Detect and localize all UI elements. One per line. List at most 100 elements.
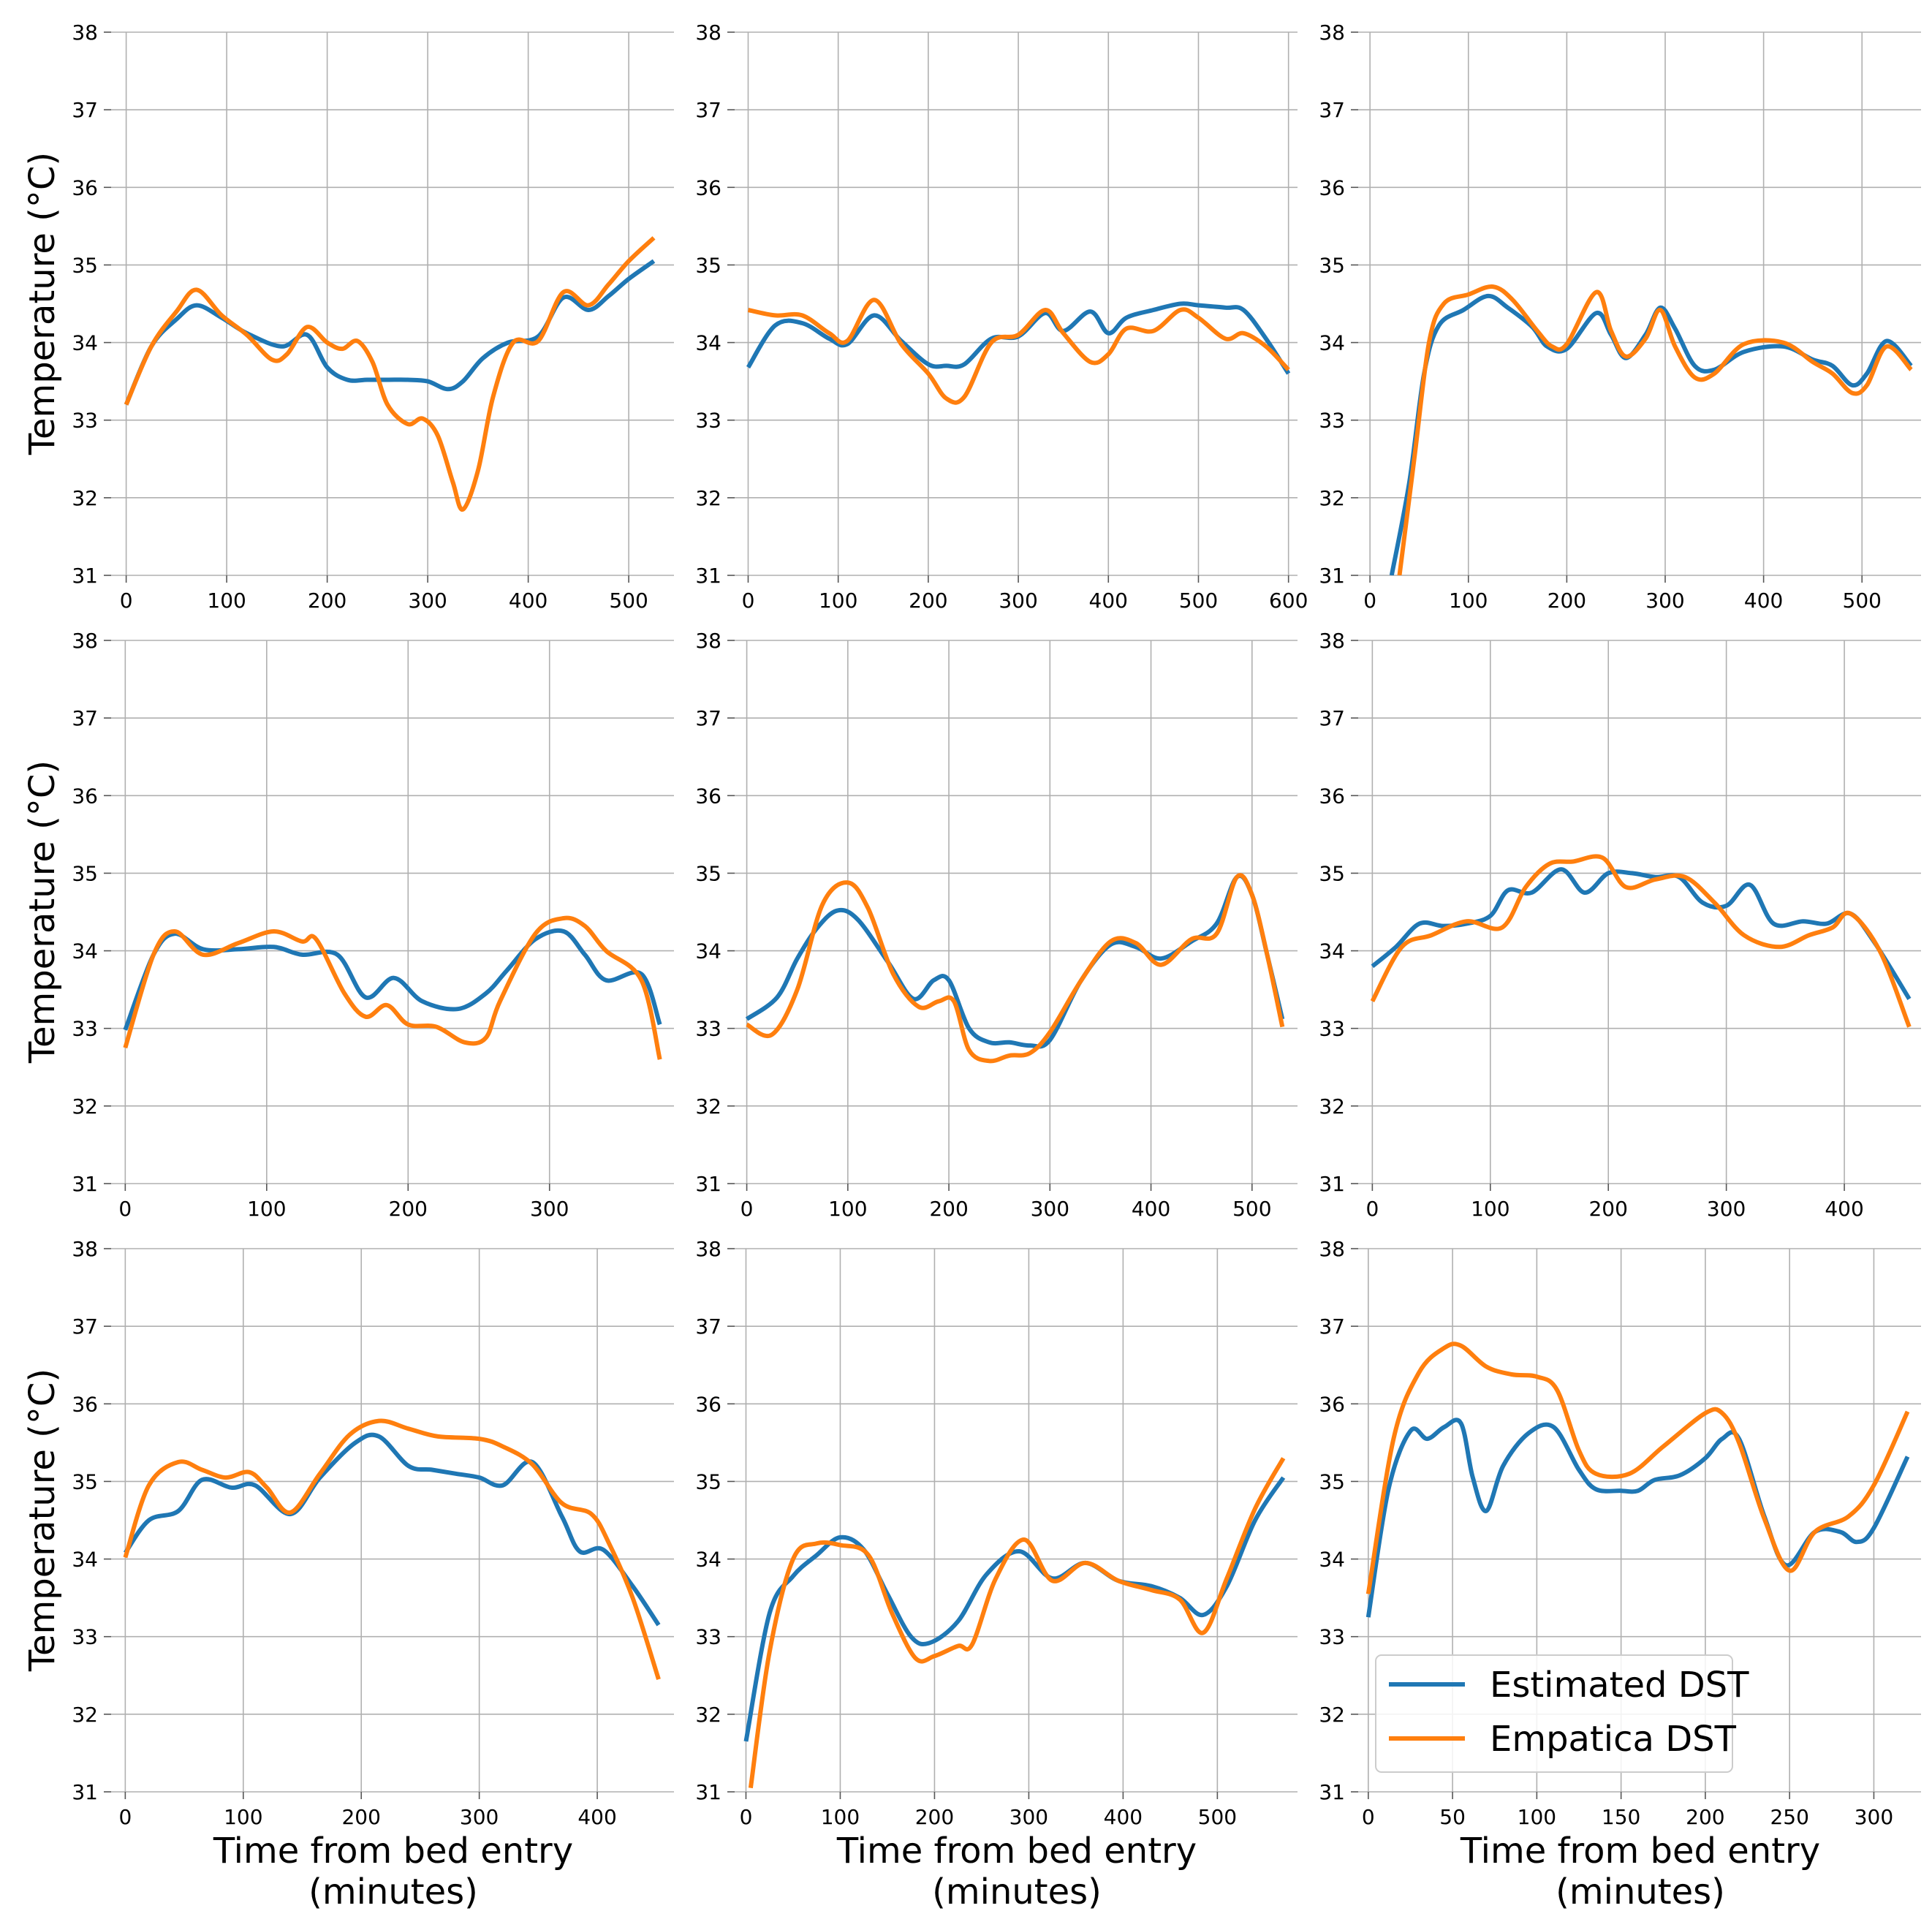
y-tick-label: 36 (72, 1392, 98, 1416)
x-tick-label: 400 (1104, 1805, 1143, 1829)
y-tick-label: 35 (72, 253, 98, 277)
x-tick-label: 150 (1602, 1805, 1640, 1829)
x-tick-label: 200 (915, 1805, 954, 1829)
y-tick-label: 36 (1319, 1392, 1345, 1416)
panel-r1-c3: 31 32 33 34 35 36 37 38 0 100 200 300 400 500 (1319, 20, 1921, 613)
x-tick-label: 200 (308, 589, 346, 613)
y-tick-label: 38 (72, 20, 98, 45)
y-tick-label: 34 (695, 331, 721, 355)
x-tick-label: 500 (1198, 1805, 1237, 1829)
xlabel-col3-line1: Time from bed entry (1460, 1831, 1820, 1872)
x-tick-label: 500 (1843, 589, 1882, 613)
y-tick-label: 37 (1319, 1314, 1345, 1339)
x-tick-label: 300 (1009, 1805, 1048, 1829)
y-tick-label: 37 (1319, 98, 1345, 122)
series-line-estimated (745, 874, 1285, 1049)
y-tick-label: 35 (1319, 1469, 1345, 1494)
y-tick-label: 33 (72, 409, 98, 433)
legend: Estimated DST Empatica DST (1375, 1654, 1749, 1773)
y-tick-label: 37 (695, 98, 721, 122)
y-tick-label: 37 (72, 98, 98, 122)
x-tick-label: 300 (460, 1805, 499, 1829)
x-tick-label: 200 (389, 1197, 428, 1221)
y-tick-label: 35 (1319, 861, 1345, 885)
x-tick-label: 300 (1645, 589, 1684, 613)
y-tick-label: 34 (1319, 1548, 1345, 1572)
series-line-empatica (748, 1457, 1286, 1789)
x-tick-label: 200 (1548, 589, 1586, 613)
y-tick-label: 36 (1319, 175, 1345, 200)
x-tick-label: 500 (609, 589, 648, 613)
legend-label-empatica: Empatica DST (1490, 1719, 1737, 1760)
y-tick-label: 31 (1319, 1172, 1345, 1196)
series-line-empatica (1370, 854, 1912, 1028)
y-tick-label: 32 (72, 1094, 98, 1119)
y-tick-label: 35 (72, 1469, 98, 1494)
x-tick-label: 400 (509, 589, 548, 613)
panel-r3-c2: 31 32 33 34 35 36 37 38 0 100 200 300 400 500 (695, 1237, 1298, 1829)
panel-r1-c1: 31 32 33 34 35 36 37 38 0 100 200 300 400 500 (72, 20, 674, 613)
y-tick-label: 33 (1319, 409, 1345, 433)
y-tick-label: 38 (1319, 629, 1345, 653)
x-tick-label: 300 (1031, 1197, 1069, 1221)
x-tick-label: 100 (207, 589, 246, 613)
series-line-estimated (123, 1432, 661, 1627)
xlabel-col2-line1: Time from bed entry (836, 1831, 1197, 1872)
x-tick-label: 100 (821, 1805, 860, 1829)
ylabel-row3: Temperature (°C) (22, 1369, 63, 1672)
y-tick-label: 37 (72, 1314, 98, 1339)
y-tick-label: 36 (72, 175, 98, 200)
y-tick-label: 31 (1319, 1780, 1345, 1804)
y-tick-label: 36 (72, 784, 98, 808)
y-tick-label: 32 (72, 486, 98, 510)
x-tick-label: 100 (819, 589, 857, 613)
y-tick-label: 35 (695, 1469, 721, 1494)
panel-r1-c2: 31 32 33 34 35 36 37 38 0 100 200 300 400 500 600 (695, 20, 1308, 613)
xlabel-col1-line1: Time from bed entry (213, 1831, 573, 1872)
xlabel-col3-line2: (minutes) (1556, 1872, 1725, 1912)
y-tick-label: 38 (72, 1237, 98, 1261)
x-tick-label: 400 (1132, 1197, 1170, 1221)
xlabel-col1-line2: (minutes) (308, 1872, 478, 1912)
panel-r2-c2: 31 32 33 34 35 36 37 38 0 100 200 300 400 500 (695, 629, 1298, 1221)
y-tick-label: 37 (72, 706, 98, 730)
series-line-empatica (1365, 1341, 1910, 1594)
series-line-empatica (1397, 284, 1913, 575)
x-tick-label: 0 (742, 589, 755, 613)
y-tick-label: 31 (72, 1172, 98, 1196)
y-tick-label: 34 (1319, 331, 1345, 355)
series-line-estimated (743, 1476, 1286, 1742)
y-tick-label: 32 (695, 486, 721, 510)
x-tick-label: 600 (1269, 589, 1308, 613)
y-tick-label: 37 (695, 706, 721, 730)
y-tick-label: 34 (72, 331, 98, 355)
y-tick-label: 34 (695, 939, 721, 964)
y-tick-label: 33 (695, 1625, 721, 1649)
y-tick-label: 35 (72, 861, 98, 885)
y-tick-label: 32 (1319, 486, 1345, 510)
x-tick-label: 500 (1232, 1197, 1271, 1221)
series-line-empatica (123, 915, 662, 1060)
x-tick-label: 400 (1744, 589, 1783, 613)
y-tick-label: 36 (695, 1392, 721, 1416)
y-tick-label: 31 (72, 1780, 98, 1804)
x-tick-label: 50 (1439, 1805, 1466, 1829)
y-tick-label: 32 (695, 1094, 721, 1119)
x-tick-label: 250 (1770, 1805, 1808, 1829)
y-tick-label: 36 (695, 784, 721, 808)
x-tick-label: 500 (1179, 589, 1218, 613)
y-tick-label: 34 (72, 939, 98, 964)
y-tick-label: 33 (72, 1625, 98, 1649)
series-line-empatica (124, 236, 656, 512)
y-tick-label: 35 (1319, 253, 1345, 277)
legend-label-estimated: Estimated DST (1490, 1665, 1749, 1706)
y-tick-label: 34 (72, 1548, 98, 1572)
ylabel-row2: Temperature (°C) (22, 760, 63, 1064)
x-tick-label: 300 (999, 589, 1037, 613)
series-line-empatica (747, 298, 1290, 405)
y-tick-label: 35 (695, 861, 721, 885)
x-tick-label: 0 (1363, 589, 1376, 613)
x-tick-label: 300 (1855, 1805, 1893, 1829)
